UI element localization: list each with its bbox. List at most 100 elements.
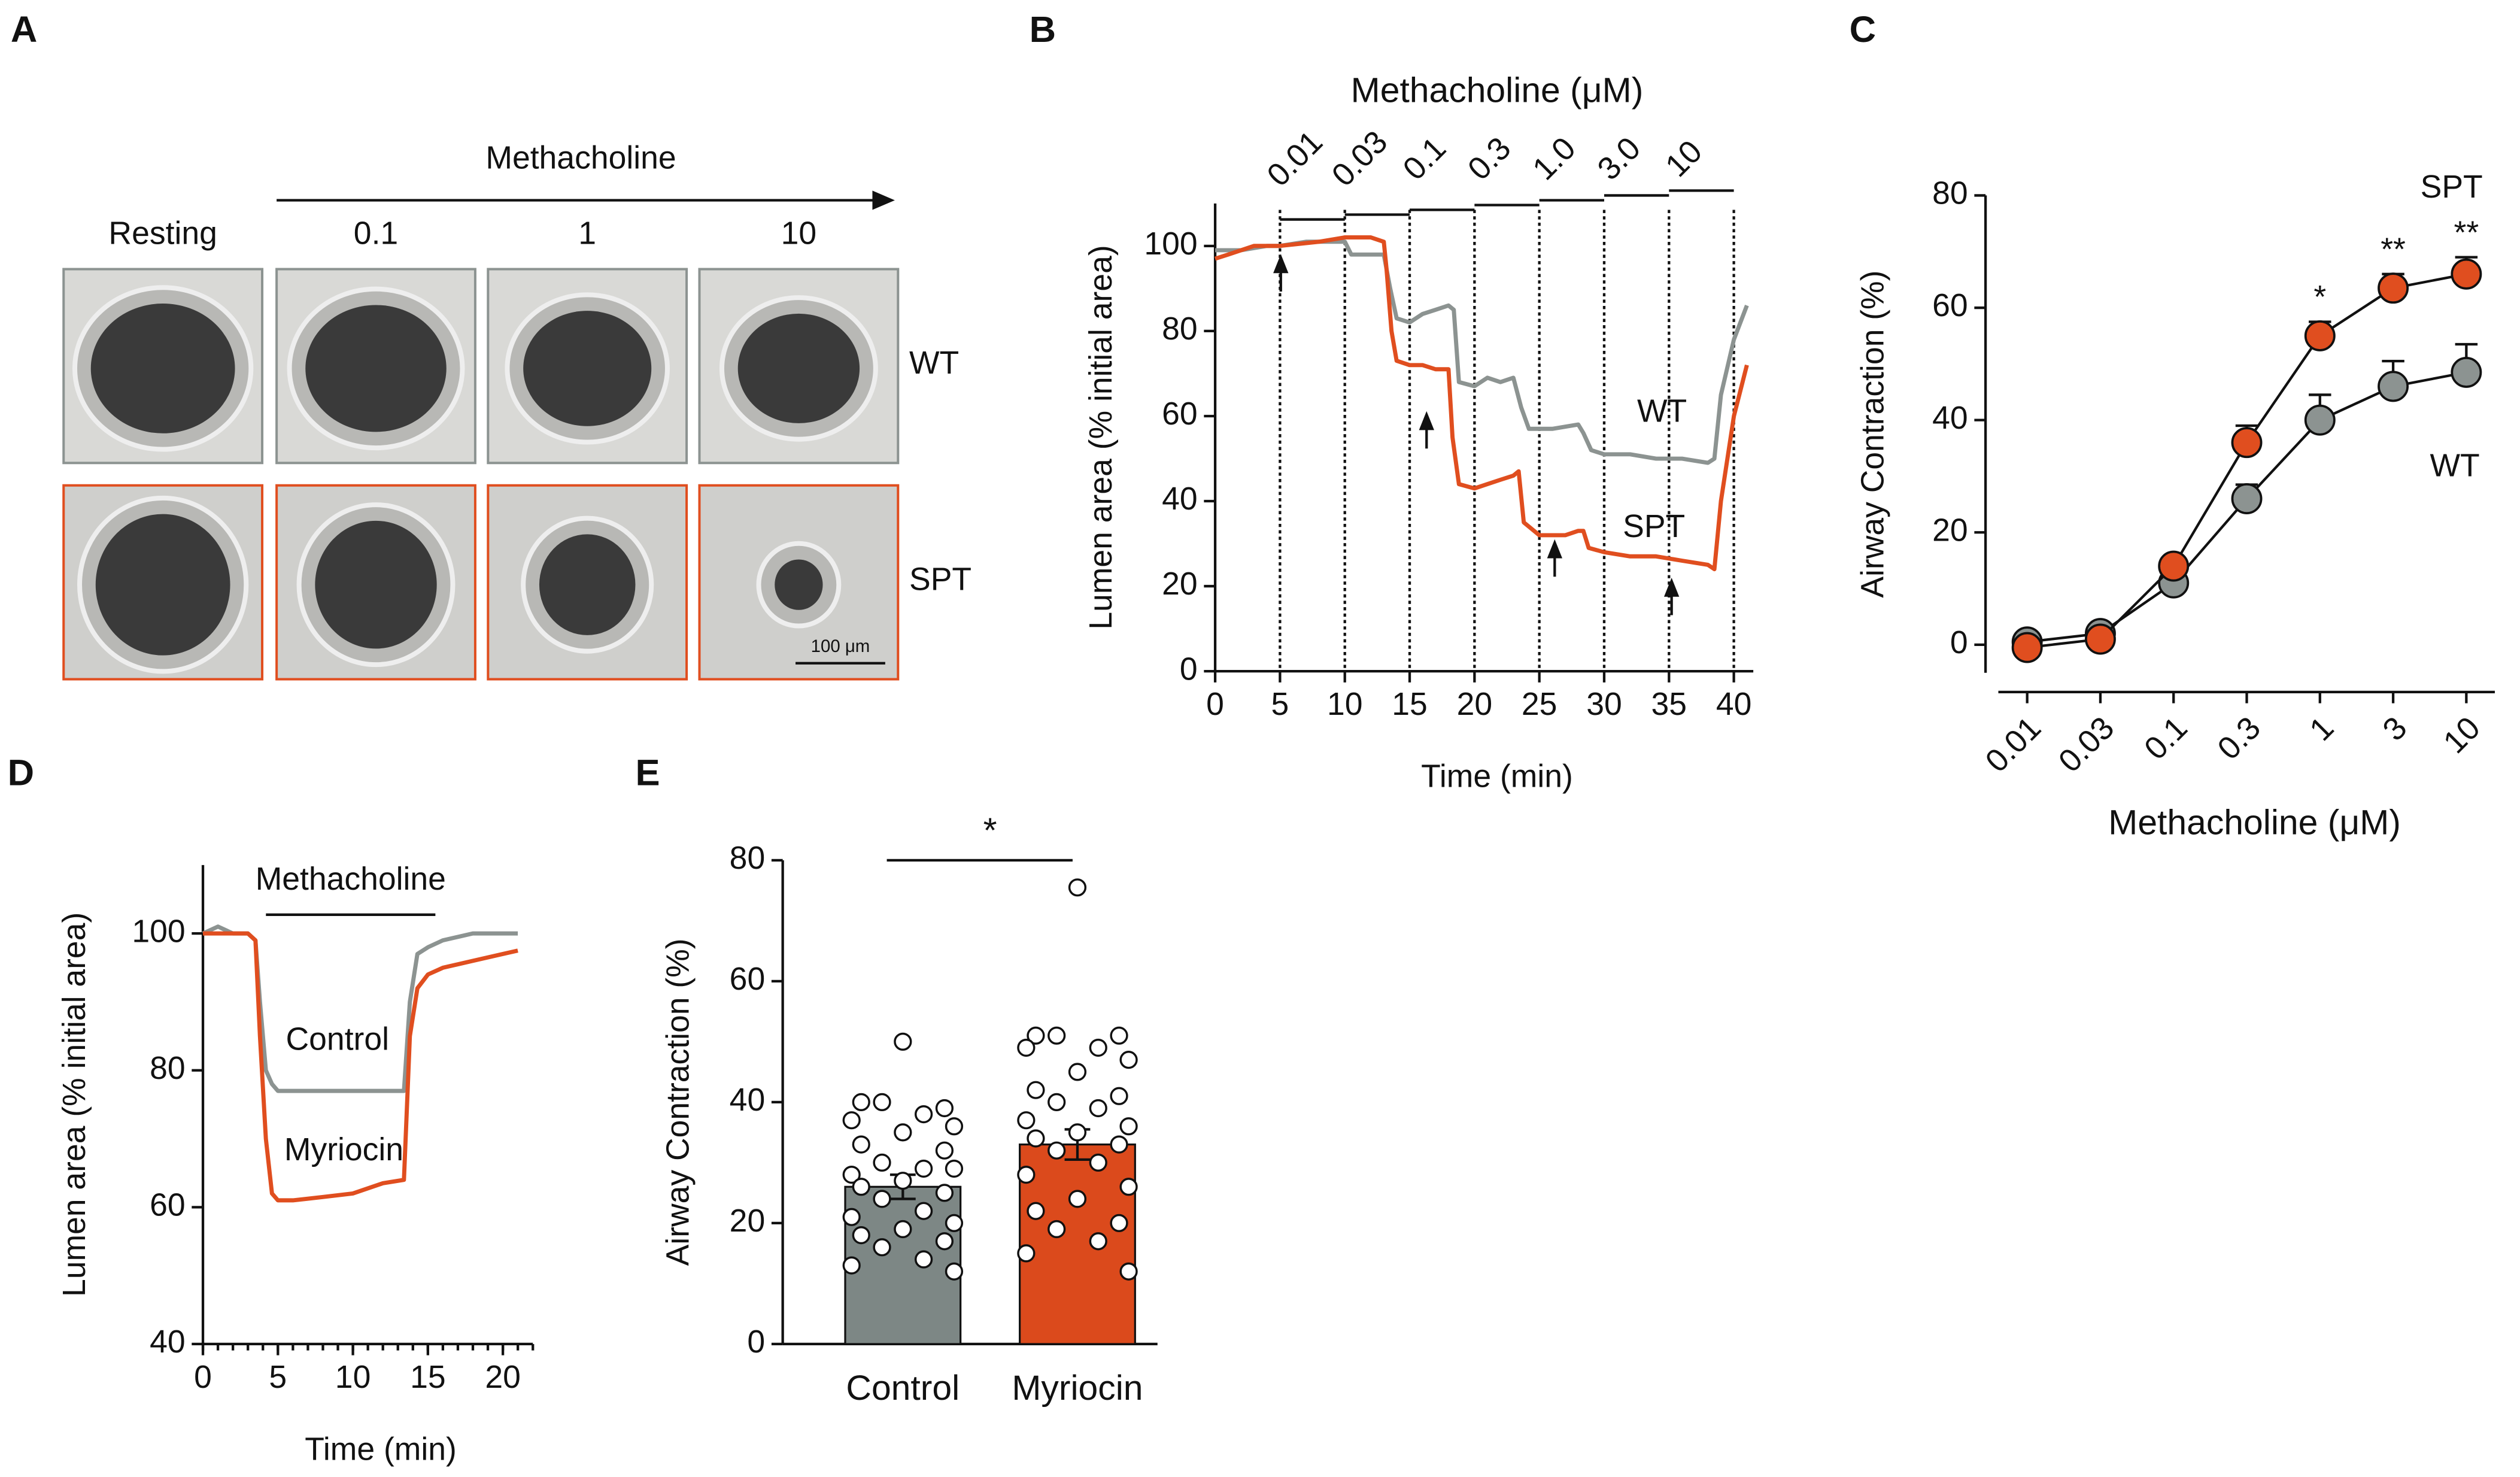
- point: [1119, 1178, 1138, 1196]
- trace: [1215, 235, 1749, 572]
- point: [914, 1159, 933, 1178]
- x-tick-label: 3: [2376, 710, 2414, 748]
- x-tick-label: 20: [485, 1360, 521, 1395]
- dose-label: 0.1: [1396, 131, 1453, 187]
- y-tick-label: 60: [730, 962, 766, 997]
- point: [1119, 1051, 1138, 1069]
- x-tick-label: 10: [2437, 710, 2487, 760]
- point: [1048, 1141, 1066, 1160]
- trace: [203, 931, 518, 1203]
- x-tick-label: 0.03: [2052, 710, 2121, 779]
- row-label: WT: [909, 345, 959, 381]
- series-label: WT: [1637, 393, 1687, 429]
- y-tick-label: 100: [132, 914, 185, 949]
- x-tick-label: 10: [335, 1360, 371, 1395]
- y-tick-label: 20: [730, 1203, 766, 1239]
- y-tick-label: 40: [1932, 401, 1968, 436]
- x-axis-label: Time (min): [1421, 759, 1573, 794]
- series-label: Control: [286, 1021, 389, 1057]
- point: [852, 1093, 870, 1112]
- marker: [2304, 404, 2336, 436]
- y-tick-label: 40: [150, 1324, 186, 1360]
- point: [852, 1178, 870, 1196]
- row-label: SPT: [909, 562, 971, 597]
- y-tick-label: 60: [1162, 396, 1198, 432]
- point: [873, 1093, 891, 1112]
- dose-label: 0.3: [1461, 131, 1517, 187]
- significance: **: [2454, 215, 2479, 250]
- point: [1110, 1087, 1128, 1105]
- x-tick-label: 30: [1586, 687, 1622, 722]
- scale-bar-label: 100 μm: [811, 636, 870, 656]
- marker: [2378, 272, 2409, 304]
- point: [852, 1226, 870, 1245]
- series-label: Myriocin: [284, 1132, 403, 1167]
- airway-lumen: [737, 313, 860, 423]
- point: [1027, 1129, 1045, 1148]
- point: [1027, 1026, 1045, 1045]
- point: [1089, 1099, 1107, 1118]
- point: [935, 1232, 954, 1251]
- point: [842, 1111, 861, 1130]
- column-label: 10: [781, 216, 817, 251]
- arrows: [1273, 254, 1680, 615]
- x-tick-label: 25: [1522, 687, 1557, 722]
- y-tick-label: 60: [150, 1187, 186, 1223]
- dose-label: 3.0: [1591, 131, 1647, 187]
- point: [945, 1117, 964, 1136]
- panel-letter: A: [11, 9, 37, 50]
- y-tick-label: 20: [1932, 512, 1968, 548]
- x-tick-label: 15: [1392, 687, 1428, 722]
- panel-letter: C: [1850, 9, 1876, 50]
- y-axis-label: Lumen area (% initial area): [1083, 245, 1119, 629]
- x-tick-label: 20: [1457, 687, 1493, 722]
- airway-lumen: [775, 559, 823, 610]
- y-axis-label: Lumen area (% initial area): [57, 912, 92, 1297]
- x-tick-label: 0.1: [2138, 710, 2194, 766]
- point: [945, 1262, 964, 1281]
- y-axis-label: Airway Contraction (%): [661, 938, 696, 1266]
- x-tick-label: 0.3: [2211, 710, 2267, 766]
- x-tick-label: 1: [2303, 710, 2341, 748]
- point: [1068, 1123, 1087, 1142]
- point: [1068, 1190, 1087, 1208]
- marker: [2304, 320, 2336, 351]
- point: [852, 1135, 870, 1154]
- point: [914, 1105, 933, 1124]
- y-tick-label: 0: [1950, 625, 1968, 660]
- point: [935, 1184, 954, 1202]
- airway-lumen: [305, 305, 447, 432]
- marker: [2084, 623, 2116, 655]
- point: [914, 1250, 933, 1269]
- marker: [2158, 550, 2190, 582]
- connector: [2027, 272, 2467, 649]
- point: [1048, 1026, 1066, 1045]
- point: [1048, 1093, 1066, 1112]
- y-tick-label: 40: [1162, 481, 1198, 517]
- marker: [2011, 632, 2043, 663]
- x-tick-label: 0: [194, 1360, 212, 1395]
- panel-letter: B: [1030, 9, 1056, 50]
- point: [1110, 1214, 1128, 1233]
- series-label: WT: [2430, 448, 2479, 483]
- marker: [2451, 258, 2482, 290]
- point: [945, 1214, 964, 1233]
- significance: **: [2381, 232, 2406, 267]
- column-label: Resting: [108, 216, 217, 251]
- airway-lumen: [539, 534, 636, 635]
- airway-lumen: [315, 520, 437, 649]
- point: [1027, 1202, 1045, 1220]
- airway-lumen: [90, 304, 235, 433]
- series-label: SPT: [2421, 169, 2483, 205]
- significance: *: [2313, 280, 2326, 315]
- y-tick-label: 0: [747, 1324, 765, 1360]
- y-tick-label: 60: [1932, 288, 1968, 323]
- y-axis-label: Airway Contraction (%): [1856, 271, 1891, 598]
- point: [842, 1165, 861, 1184]
- x-tick-label: 5: [269, 1360, 287, 1395]
- x-tick-label: 10: [1327, 687, 1363, 722]
- y-tick-label: 40: [730, 1082, 766, 1118]
- dose-label: 10: [1659, 134, 1709, 184]
- point: [1027, 1081, 1045, 1099]
- point: [1089, 1153, 1107, 1172]
